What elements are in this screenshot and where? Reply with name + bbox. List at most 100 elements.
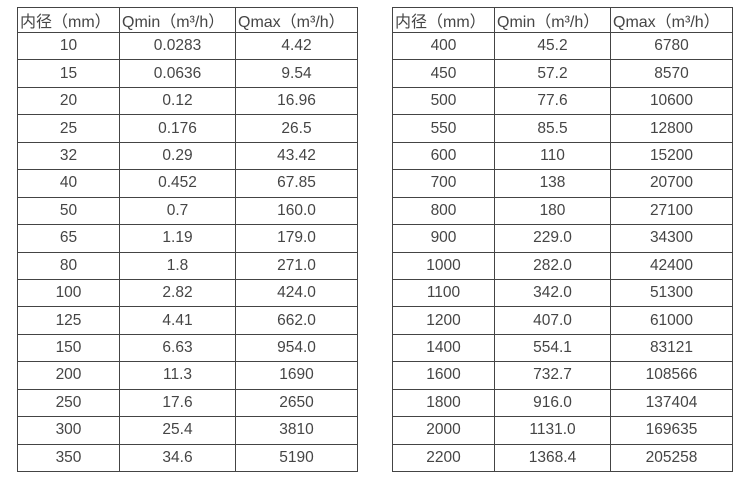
table-row: 550 85.5 12800 — [392, 114, 733, 143]
table-row: 350 34.6 5190 — [17, 443, 358, 473]
table-row: 150 6.63 954.0 — [17, 333, 358, 363]
table-cell: 4.41 — [119, 306, 236, 335]
table-cell: 1690 — [235, 361, 358, 390]
table-cell: 51300 — [610, 278, 733, 308]
table-cell: 200 — [17, 361, 120, 390]
table-cell: 27100 — [610, 196, 733, 226]
table-cell: 407.0 — [494, 306, 611, 335]
table-cell: 662.0 — [235, 306, 358, 335]
table-cell: 1000 — [392, 251, 495, 280]
table-cell: 800 — [392, 196, 495, 226]
table-cell: 6.63 — [119, 333, 236, 363]
table-cell: 2650 — [235, 388, 358, 418]
table-cell: 424.0 — [235, 278, 358, 308]
table-cell: 3810 — [235, 416, 358, 445]
flow-range-table-large-diameters: 内径（mm） Qmin（m³/h） Qmax（m³/h） 400 45.2 6780 450… — [392, 7, 733, 473]
table-row: 40 0.452 67.85 — [17, 169, 358, 198]
table-cell: 125 — [17, 306, 120, 335]
table-cell: 67.85 — [235, 169, 358, 198]
table-cell: 300 — [17, 416, 120, 445]
table-cell: 77.6 — [494, 86, 611, 116]
table-row: 125 4.41 662.0 — [17, 306, 358, 335]
table-cell: 25 — [17, 114, 120, 143]
table-cell: 0.0636 — [119, 59, 236, 88]
table-cell: 40 — [17, 169, 120, 198]
table-row: 1000 282.0 42400 — [392, 251, 733, 280]
table-cell: 10 — [17, 31, 120, 61]
table-cell: 34300 — [610, 224, 733, 253]
table-row: 15 0.0636 9.54 — [17, 59, 358, 88]
column-header: 内径（mm） — [392, 7, 495, 33]
table-row: 20 0.12 16.96 — [17, 86, 358, 116]
column-header: Qmin（m³/h） — [494, 7, 611, 33]
table-cell: 15 — [17, 59, 120, 88]
table-cell: 17.6 — [119, 388, 236, 418]
table-cell: 0.0283 — [119, 31, 236, 61]
table-row: 10 0.0283 4.42 — [17, 31, 358, 61]
flow-range-table-small-diameters: 内径（mm） Qmin（m³/h） Qmax（m³/h） 10 0.0283 4.42 15… — [17, 7, 358, 473]
table-cell: 83121 — [610, 333, 733, 363]
table-cell: 160.0 — [235, 196, 358, 226]
table-cell: 43.42 — [235, 141, 358, 171]
table-row: 600 110 15200 — [392, 141, 733, 171]
table-cell: 0.29 — [119, 141, 236, 171]
table-row: 1600 732.7 108566 — [392, 361, 733, 390]
table-cell: 108566 — [610, 361, 733, 390]
table-row: 32 0.29 43.42 — [17, 141, 358, 171]
table-cell: 600 — [392, 141, 495, 171]
table-cell: 4.42 — [235, 31, 358, 61]
table-cell: 57.2 — [494, 59, 611, 88]
table-cell: 450 — [392, 59, 495, 88]
table-cell: 8570 — [610, 59, 733, 88]
table-cell: 15200 — [610, 141, 733, 171]
table-row: 65 1.19 179.0 — [17, 224, 358, 253]
table-cell: 0.452 — [119, 169, 236, 198]
table-cell: 350 — [17, 443, 120, 473]
column-header: 内径（mm） — [17, 7, 120, 33]
table-cell: 20 — [17, 86, 120, 116]
table-cell: 20700 — [610, 169, 733, 198]
table-cell: 229.0 — [494, 224, 611, 253]
table-cell: 179.0 — [235, 224, 358, 253]
table-cell: 0.12 — [119, 86, 236, 116]
table-row: 800 180 27100 — [392, 196, 733, 226]
table-row: 500 77.6 10600 — [392, 86, 733, 116]
table-cell: 1368.4 — [494, 443, 611, 473]
table-cell: 400 — [392, 31, 495, 61]
table-row: 450 57.2 8570 — [392, 59, 733, 88]
table-cell: 2.82 — [119, 278, 236, 308]
table-cell: 1200 — [392, 306, 495, 335]
table-cell: 9.54 — [235, 59, 358, 88]
table-cell: 1100 — [392, 278, 495, 308]
table-row: 250 17.6 2650 — [17, 388, 358, 418]
table-cell: 26.5 — [235, 114, 358, 143]
table-row: 300 25.4 3810 — [17, 416, 358, 445]
table-cell: 2000 — [392, 416, 495, 445]
table-cell: 282.0 — [494, 251, 611, 280]
table-row: 80 1.8 271.0 — [17, 251, 358, 280]
table-cell: 1131.0 — [494, 416, 611, 445]
table-row: 1800 916.0 137404 — [392, 388, 733, 418]
table-cell: 554.1 — [494, 333, 611, 363]
table-cell: 80 — [17, 251, 120, 280]
table-cell: 250 — [17, 388, 120, 418]
table-cell: 34.6 — [119, 443, 236, 473]
table-cell: 42400 — [610, 251, 733, 280]
table-cell: 25.4 — [119, 416, 236, 445]
table-row: 2200 1368.4 205258 — [392, 443, 733, 473]
table-cell: 271.0 — [235, 251, 358, 280]
table-cell: 50 — [17, 196, 120, 226]
table-cell: 110 — [494, 141, 611, 171]
table-cell: 10600 — [610, 86, 733, 116]
table-cell: 954.0 — [235, 333, 358, 363]
table-cell: 900 — [392, 224, 495, 253]
table-row: 1100 342.0 51300 — [392, 278, 733, 308]
table-row: 100 2.82 424.0 — [17, 278, 358, 308]
table-cell: 137404 — [610, 388, 733, 418]
table-cell: 0.7 — [119, 196, 236, 226]
table-cell: 100 — [17, 278, 120, 308]
table-cell: 32 — [17, 141, 120, 171]
table-cell: 150 — [17, 333, 120, 363]
table-cell: 45.2 — [494, 31, 611, 61]
table-row: 1200 407.0 61000 — [392, 306, 733, 335]
